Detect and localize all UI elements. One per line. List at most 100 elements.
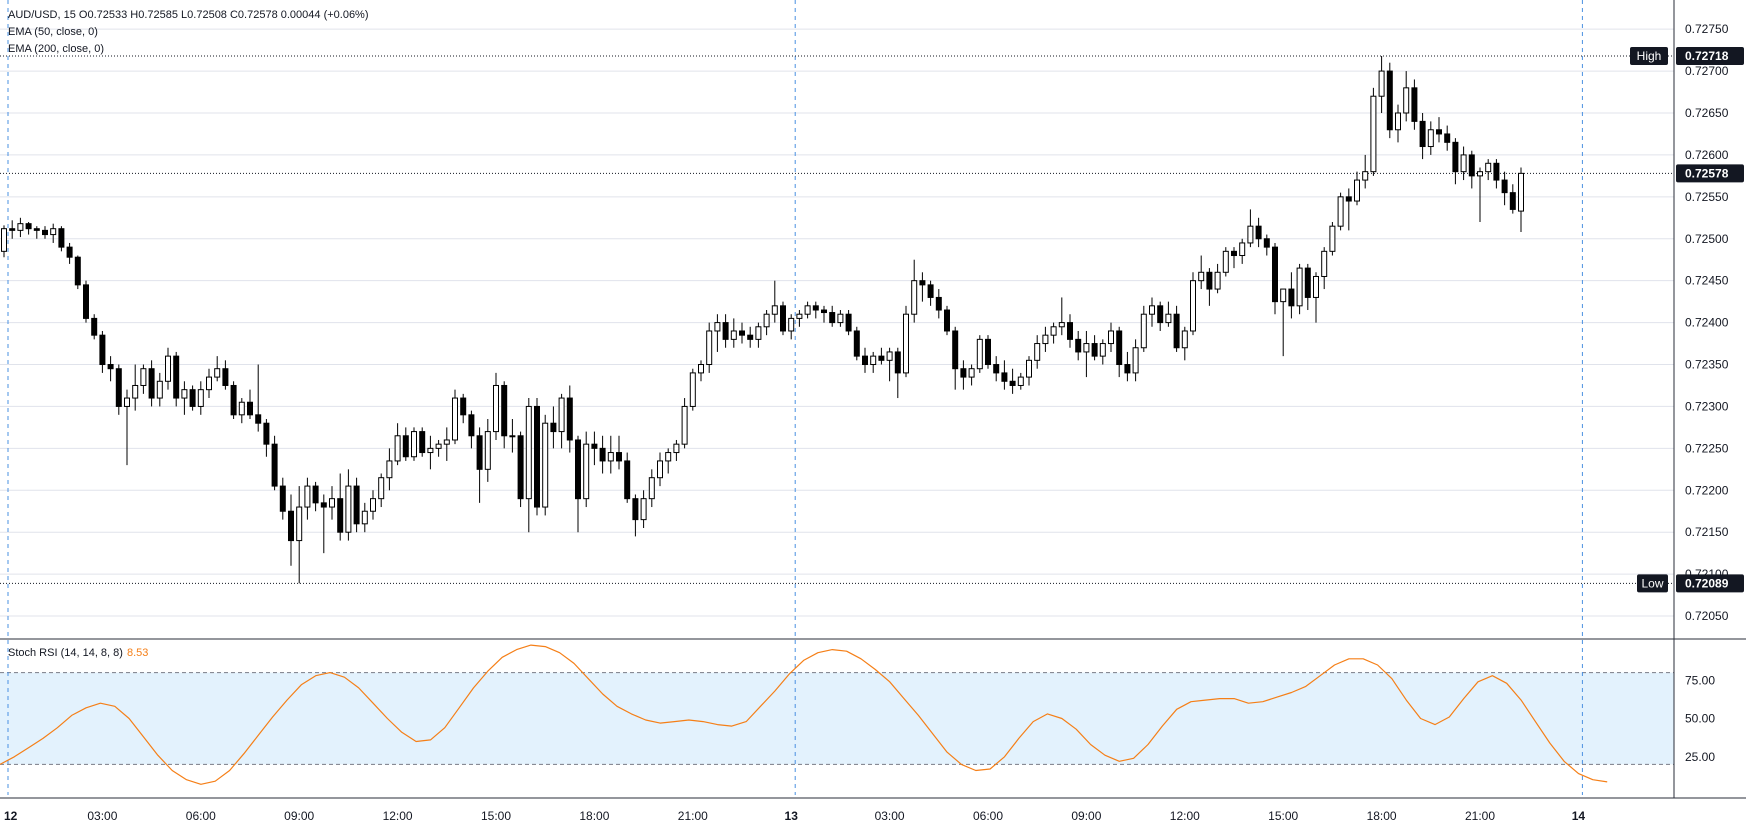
candle-body [870,355,877,366]
candle-body [993,364,1000,374]
candle-body [812,305,819,311]
candle-body [74,256,81,286]
stoch-rsi-band-fill [0,672,1674,765]
time-tick-label: 15:00 [1268,809,1298,823]
candle [181,381,188,415]
candle [361,502,368,533]
candle [1501,171,1508,206]
candle [944,305,950,336]
candle-body [1468,154,1475,177]
candle-body [1280,288,1287,303]
candle-body [1386,70,1393,131]
candle-body [935,296,942,311]
candle [1411,79,1418,130]
candle [993,356,1000,382]
candle-body [279,485,286,512]
candle [288,494,294,566]
candle [1034,335,1041,369]
candle-body [17,223,24,231]
candle-body [33,228,40,231]
candle [1485,159,1492,181]
candle [870,351,877,373]
candle [345,469,352,541]
candle [1116,326,1123,378]
candle [271,435,278,491]
high-low-lines [0,55,1674,584]
candle-body [1058,322,1065,328]
candle [1345,188,1352,231]
candle [1099,339,1106,365]
candle [657,452,663,487]
price-tick-label: 0.72250 [1685,441,1729,455]
candle-body [1362,171,1369,181]
candle [894,347,901,399]
candle-body [550,422,557,433]
candle [263,419,270,457]
candle-body [1198,271,1205,282]
candle [1477,167,1483,222]
candle [829,305,836,327]
candle-body [1304,267,1311,298]
candle [1231,247,1237,269]
candle [156,372,163,407]
candle-body [411,431,417,458]
candle [550,406,557,449]
candle [1067,314,1073,348]
time-tick-label: 03:00 [875,809,905,823]
last-price-marker-value-bg [1676,164,1744,183]
candle-body [804,305,811,315]
candle [1321,247,1328,290]
candle-body [1132,347,1139,374]
rsi-tick-label: 50.00 [1685,712,1715,726]
candle-body [1501,179,1508,194]
candle [115,364,122,415]
candle [599,435,606,474]
candle [189,385,196,411]
candle [985,335,991,369]
symbol-legend[interactable]: AUD/USD, 15 O0.72533 H0.72585 L0.72508 C… [8,9,369,21]
candle [238,398,245,424]
time-tick-label: 06:00 [973,809,1003,823]
candle-body [1124,364,1131,374]
candle-body [83,284,89,319]
candle-body [1485,162,1492,173]
candle-body [821,309,827,314]
candle [591,431,598,466]
candle [42,226,48,239]
low-marker-label: Low [1641,576,1663,590]
price-tick-label: 0.72450 [1685,274,1729,288]
candle [1140,305,1147,352]
candle [1493,159,1500,189]
candle-body [575,439,581,500]
time-tick-label: 09:00 [1071,809,1101,823]
time-tick-label: 18:00 [1367,809,1397,823]
candle [1386,62,1393,139]
candle [648,469,655,508]
candle-body [607,452,614,462]
candle-body [1263,238,1270,248]
stoch-rsi-legend[interactable]: Stoch RSI (14, 14, 8, 8) 8.53 [8,647,148,659]
candle [1026,356,1032,386]
ema50-legend[interactable]: EMA (50, close, 0) [8,26,98,38]
candle-body [148,368,155,399]
candle [771,280,778,323]
candle-body [616,452,622,462]
candle [607,435,614,474]
candle-body [927,284,934,298]
candle [452,389,458,445]
candle-body [1083,343,1090,353]
ema200-legend[interactable]: EMA (200, close, 0) [8,43,104,55]
time-tick-label: 14 [1572,809,1586,823]
candle-body [222,368,229,386]
candle-body [853,330,860,357]
candle-body [206,376,212,391]
candle-body [739,330,745,336]
candle [124,389,130,466]
candle-body [1042,334,1049,345]
candle [1288,272,1295,319]
candle-body [353,485,360,525]
candle [107,356,114,382]
candle [1419,112,1426,160]
candle-body [1395,112,1401,131]
candle [927,280,934,306]
